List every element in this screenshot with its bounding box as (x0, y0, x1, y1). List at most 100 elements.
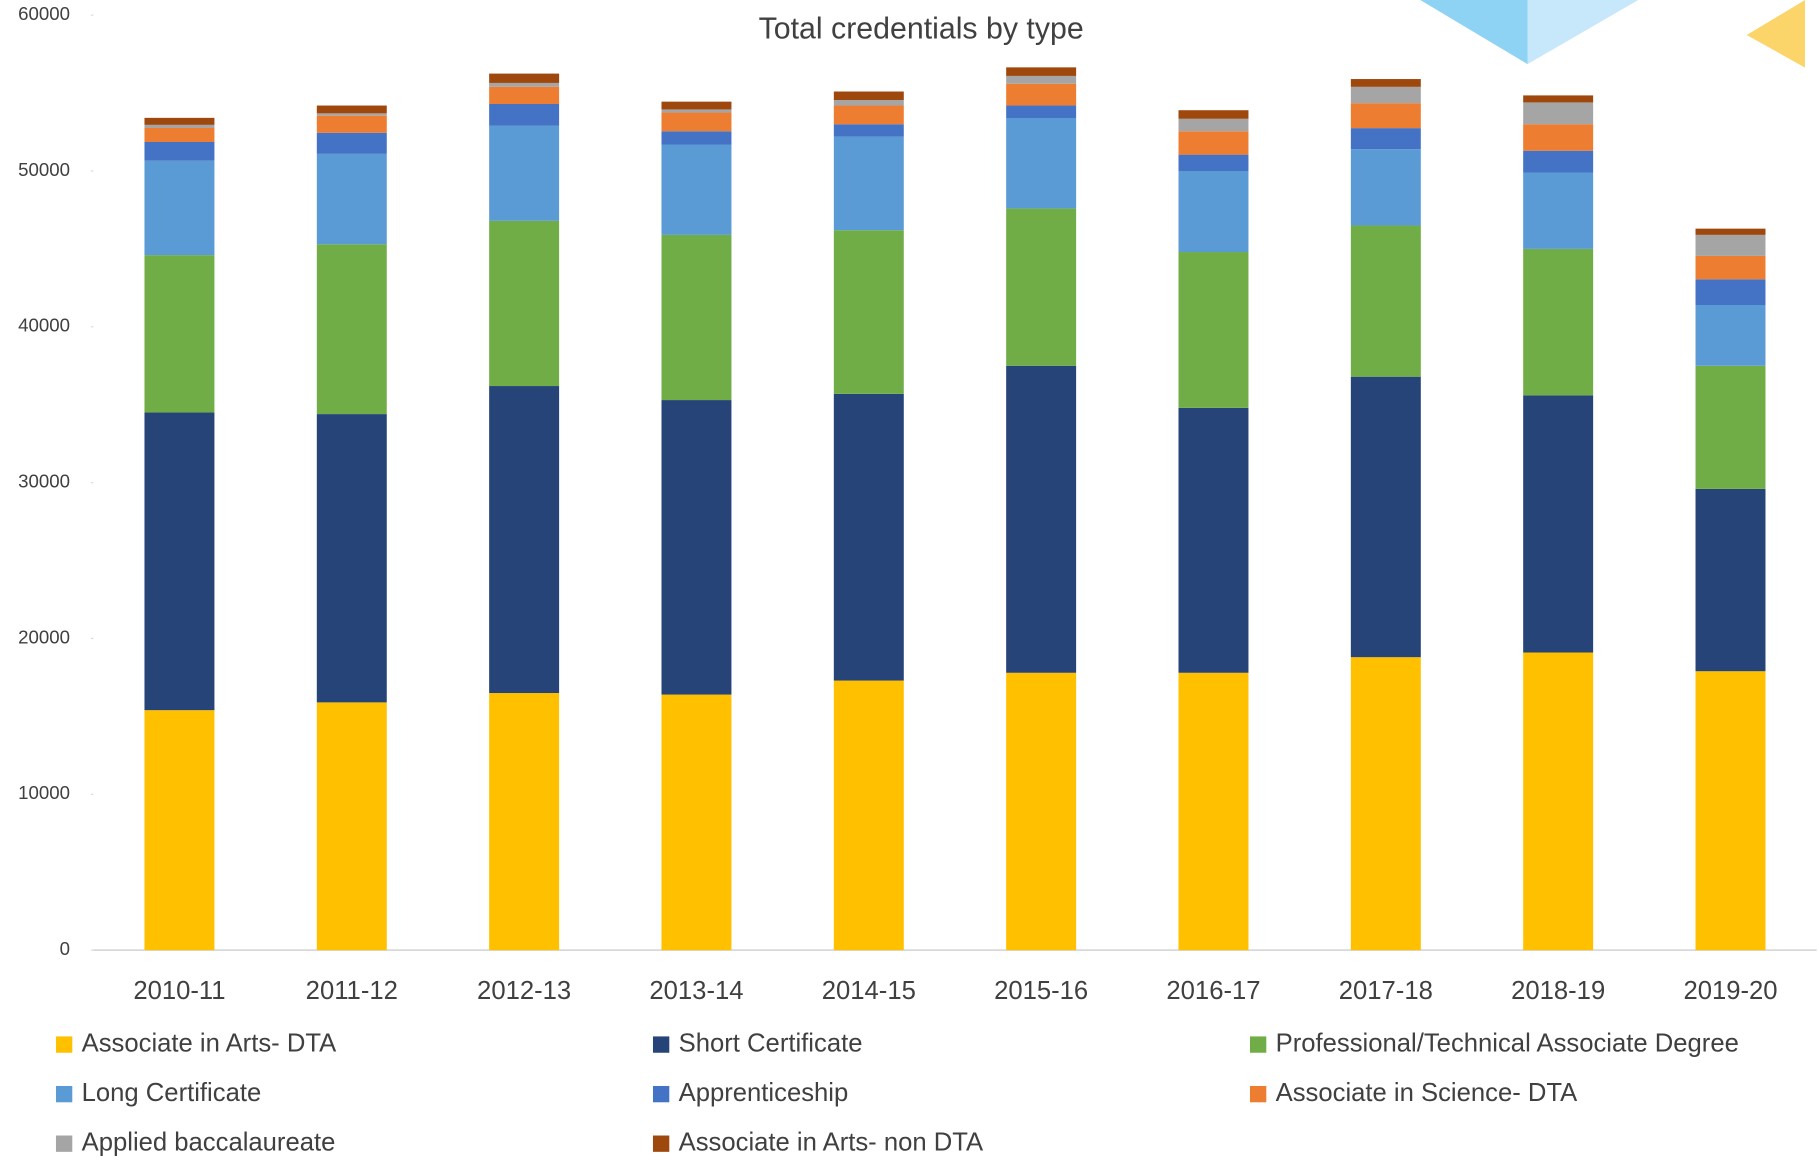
bar-segment (661, 101, 732, 110)
bar-segment (1006, 118, 1077, 209)
y-tick-label: 20000 (18, 626, 70, 647)
bar-segment (489, 386, 560, 694)
legend-swatch (652, 1036, 670, 1053)
bar-segment (1695, 234, 1766, 256)
bar-segment (1006, 208, 1077, 366)
bar-segment (833, 680, 904, 951)
bar-segment (661, 400, 732, 695)
x-tick-label: 2017-18 (1339, 977, 1433, 1005)
bar-segment (316, 153, 387, 245)
bar-segment (144, 160, 215, 256)
bar-segment (1178, 118, 1249, 132)
bar-segment (316, 702, 387, 951)
bar-segment (489, 103, 560, 126)
legend-swatch (55, 1085, 73, 1103)
x-tick-label: 2012-13 (477, 977, 571, 1005)
x-tick-label: 2013-14 (649, 977, 743, 1005)
bar-segment (1695, 255, 1766, 280)
bar-segment (1523, 172, 1594, 249)
bar-segment (1178, 407, 1249, 673)
bar-segment (489, 73, 560, 83)
bar-segment (1523, 150, 1594, 173)
bar-segment (1523, 248, 1594, 396)
bar-segment (1695, 365, 1766, 489)
legend-swatch (652, 1135, 670, 1152)
bar-segment (316, 115, 387, 133)
bar-segment (1006, 67, 1077, 76)
bar-segment (661, 144, 732, 235)
bar-segment (1695, 488, 1766, 672)
bar-segment (1523, 102, 1594, 125)
legend-label: Professional/Technical Associate Degree (1276, 1029, 1739, 1057)
bar-segment (1523, 652, 1594, 951)
legend-label: Associate in Arts- DTA (82, 1029, 337, 1057)
x-tick-label: 2011-12 (306, 977, 398, 1005)
bar-segment (1695, 279, 1766, 306)
bar-segment (489, 220, 560, 387)
bar-segment (144, 117, 215, 125)
bar-segment (833, 100, 904, 106)
bar-segment (1523, 124, 1594, 151)
bar-segment (1006, 672, 1077, 951)
bar-segment (1350, 657, 1421, 951)
bar-segment (833, 230, 904, 394)
bar-segment (144, 255, 215, 413)
y-tick-label: 10000 (18, 782, 70, 803)
legend-label: Applied baccalaureate (82, 1128, 336, 1156)
bar-segment (1178, 131, 1249, 155)
x-tick-label: 2019-20 (1683, 977, 1777, 1005)
bar-segment (833, 136, 904, 231)
bar-segment (1006, 83, 1077, 106)
x-tick-label: 2010-11 (133, 977, 225, 1005)
x-tick-label: 2015-16 (994, 977, 1088, 1005)
bar-segment (316, 132, 387, 154)
bar-segment (489, 82, 560, 87)
bar-segment (833, 393, 904, 681)
bar-segment (833, 124, 904, 137)
bar-segment (316, 113, 387, 116)
bar-segment (1006, 365, 1077, 673)
bar-segment (833, 91, 904, 101)
bar-segment (1523, 95, 1594, 103)
legend-swatch (55, 1135, 73, 1152)
bar-segment (489, 86, 560, 104)
bar-segment (489, 693, 560, 951)
bar-segment (144, 124, 215, 128)
bar-segment (1695, 671, 1766, 951)
legend-label: Associate in Science- DTA (1276, 1079, 1579, 1107)
bar-segment (1695, 228, 1766, 235)
bar-segment (144, 412, 215, 711)
legend-label: Associate in Arts- non DTA (679, 1128, 984, 1156)
bar-segment (1350, 376, 1421, 658)
legend-label: Long Certificate (82, 1079, 262, 1107)
bar-segment (1350, 128, 1421, 150)
bar-segment (144, 142, 215, 161)
bar-segment (489, 125, 560, 221)
y-tick-label: 0 (60, 938, 70, 959)
bar-segment (1695, 305, 1766, 366)
y-tick-label: 50000 (18, 159, 70, 180)
decoration (1746, 0, 1806, 68)
bar-segment (661, 131, 732, 145)
y-tick-label: 40000 (18, 315, 70, 336)
legend-swatch (652, 1085, 670, 1103)
decoration (1527, 0, 1639, 65)
bar-segment (316, 244, 387, 415)
bar-segment (316, 414, 387, 703)
bar-segment (1350, 225, 1421, 377)
bar-segment (661, 694, 732, 951)
bar-segment (1178, 672, 1249, 951)
bar-segment (1350, 149, 1421, 226)
bar-segment (316, 105, 387, 114)
bar-segment (1350, 86, 1421, 104)
x-tick-label: 2018-19 (1511, 977, 1605, 1005)
bar-segment (1178, 252, 1249, 408)
legend-label: Short Certificate (679, 1029, 863, 1057)
bar-segment (1523, 395, 1594, 653)
legend-swatch (1249, 1036, 1267, 1053)
bar-segment (1178, 170, 1249, 253)
bar-segment (661, 112, 732, 132)
bar-segment (144, 127, 215, 143)
